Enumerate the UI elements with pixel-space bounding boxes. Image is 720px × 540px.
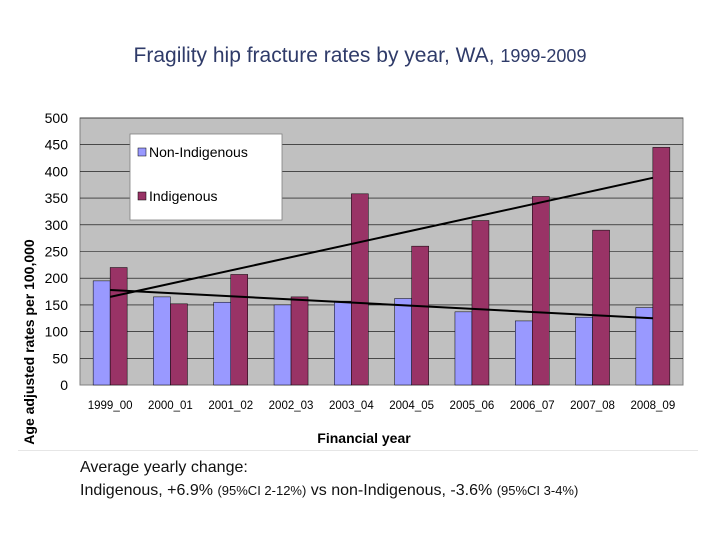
legend-label: Indigenous bbox=[149, 188, 218, 204]
bar-indigenous-2003_04 bbox=[351, 193, 369, 386]
x-tick-label: 2004_05 bbox=[389, 400, 434, 412]
bar-indigenous-2002_03 bbox=[290, 296, 309, 386]
y-tick-label: 300 bbox=[45, 217, 69, 233]
y-tick-label: 50 bbox=[52, 350, 68, 366]
title-years: 1999-2009 bbox=[500, 46, 587, 66]
bar-non-indigenous-1999_00 bbox=[92, 280, 111, 386]
bar-non-indigenous-2005_06 bbox=[454, 311, 473, 386]
legend-swatch bbox=[137, 147, 147, 157]
x-tick-label: 2003_04 bbox=[329, 400, 374, 412]
slide-title: Fragility hip fracture rates by year, WA… bbox=[0, 44, 720, 68]
x-tick-label: 2005_06 bbox=[450, 400, 495, 412]
y-tick-label: 150 bbox=[45, 297, 69, 313]
divider bbox=[18, 450, 698, 451]
bar-indigenous-2007_08 bbox=[592, 229, 610, 386]
note-ci-non-indigenous: (95%CI 3-4%) bbox=[496, 483, 579, 498]
title-main: Fragility hip fracture rates by year, WA… bbox=[133, 44, 495, 67]
note-ci-indigenous: (95%CI 2-12%) bbox=[217, 483, 307, 498]
bar-indigenous-1999_00 bbox=[109, 267, 128, 386]
bar-indigenous-2006_07 bbox=[532, 196, 550, 386]
axes: 0 50 100 150 200 250 300 350 400 450 500 1999_00 200… bbox=[45, 110, 676, 412]
x-tick-label: 1999_00 bbox=[88, 400, 133, 412]
x-tick-label: 2007_08 bbox=[570, 400, 615, 412]
x-axis-label: Financial year bbox=[317, 430, 411, 446]
y-tick-label: 400 bbox=[45, 163, 69, 179]
bars bbox=[92, 147, 671, 386]
y-tick-label: 250 bbox=[45, 244, 69, 260]
y-axis-label: Age adjusted rates per 100,000 bbox=[21, 239, 37, 445]
legend-box bbox=[129, 133, 283, 221]
legend-swatch bbox=[137, 191, 147, 201]
note-non-indigenous: vs non-Indigenous, -3.6% bbox=[310, 482, 493, 499]
x-tick-label: 2000_01 bbox=[148, 400, 193, 412]
note-line-1: Average yearly change: bbox=[80, 459, 248, 476]
non-indigenous-trend-line bbox=[110, 288, 653, 320]
x-tick-label: 2001_02 bbox=[208, 400, 253, 412]
trend-lines bbox=[109, 176, 654, 320]
bar-non-indigenous-2002_03 bbox=[273, 304, 292, 386]
bar-indigenous-2005_06 bbox=[471, 220, 490, 386]
legend: Non-Indigenous Indigenous bbox=[129, 133, 283, 221]
x-tick-label: 2008_09 bbox=[630, 400, 675, 412]
bar-indigenous-2000_01 bbox=[170, 303, 188, 386]
note-indigenous: Indigenous, +6.9% bbox=[80, 482, 213, 499]
indigenous-trend-line bbox=[109, 176, 654, 298]
bar-non-indigenous-2006_07 bbox=[515, 320, 533, 386]
bar-non-indigenous-2003_04 bbox=[334, 300, 352, 386]
bar-indigenous-2008_09 bbox=[652, 147, 671, 386]
x-tick-label: 2002_03 bbox=[269, 400, 314, 412]
summary-note: Average yearly change: Indigenous, +6.9%… bbox=[80, 456, 710, 502]
bar-non-indigenous-2008_09 bbox=[635, 307, 654, 386]
note-line-2: Indigenous, +6.9% (95%CI 2-12%) vs non-I… bbox=[80, 479, 710, 502]
bar-indigenous-2004_05 bbox=[411, 245, 429, 386]
legend-label: Non-Indigenous bbox=[149, 144, 248, 160]
y-tick-label: 100 bbox=[45, 324, 69, 340]
y-tick-label: 450 bbox=[45, 137, 69, 153]
bar-non-indigenous-2007_08 bbox=[575, 316, 593, 386]
y-tick-label: 350 bbox=[45, 190, 69, 206]
bar-non-indigenous-2001_02 bbox=[213, 301, 231, 386]
x-tick-label: 2006_07 bbox=[510, 400, 555, 412]
bar-non-indigenous-2000_01 bbox=[153, 296, 171, 386]
y-tick-label: 200 bbox=[45, 270, 69, 286]
hip-fracture-chart: 0 50 100 150 200 250 300 350 400 450 500 1999_00 200… bbox=[21, 110, 684, 446]
y-tick-label: 0 bbox=[60, 377, 68, 393]
bar-non-indigenous-2004_05 bbox=[394, 298, 412, 386]
bar-indigenous-2001_02 bbox=[230, 274, 248, 386]
y-tick-label: 500 bbox=[45, 110, 69, 126]
